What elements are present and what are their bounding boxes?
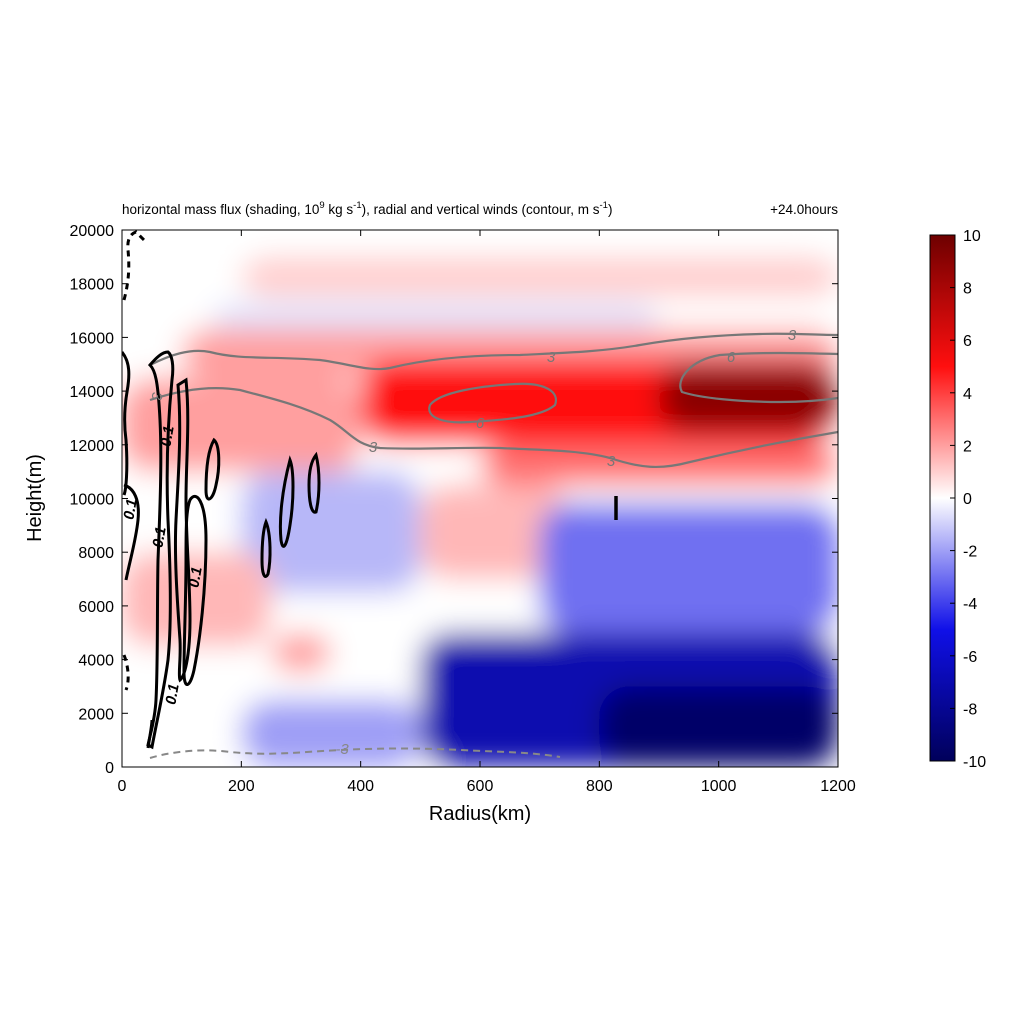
colorbar: 10 8 6 4 2 0 -2 -4 -6 -8 -10	[929, 228, 986, 771]
contour-label-3: 3	[148, 392, 165, 401]
shading-cell	[241, 256, 838, 298]
y-tick-label: 20000	[70, 223, 115, 240]
y-tick-label: 4000	[78, 653, 114, 670]
contour-label-0.1: 0.1	[185, 565, 205, 588]
y-tick-label: 12000	[70, 438, 115, 455]
colorbar-tick-label: -8	[963, 701, 977, 718]
x-tick-label: 1000	[701, 778, 737, 795]
contour-w-0.1-small-a	[204, 437, 221, 501]
colorbar-tick-label: 10	[963, 228, 981, 245]
y-tick-label: 10000	[70, 492, 115, 509]
contour-w-0.1-left-edge	[122, 351, 131, 496]
contour-label-3: 3	[369, 439, 378, 456]
contour-radial-3-upper	[149, 332, 838, 371]
contour-label-3: 3	[788, 327, 797, 344]
contour-w-0.1-core	[146, 350, 175, 750]
x-tick-label: 600	[467, 778, 494, 795]
time-label: +24.0hours	[770, 202, 838, 217]
x-axis: 0 200 400 600 800 1000 1200	[118, 230, 856, 795]
contour-w-0.1-small-d	[260, 517, 272, 578]
shading-cell	[241, 471, 421, 593]
y-tick-label: 6000	[78, 599, 114, 616]
colorbar-tick-label: -6	[963, 649, 977, 666]
y-tick-label: 8000	[78, 545, 114, 562]
shading-cell	[122, 377, 361, 472]
x-tick-label: 1200	[820, 778, 856, 795]
contour-layer	[122, 230, 838, 759]
contour-w-0.1-bottom-hook	[146, 719, 154, 749]
colorbar-ticks: 10 8 6 4 2 0 -2 -4 -6 -8 -10	[950, 228, 986, 771]
y-axis-title: Height(m)	[24, 454, 46, 542]
contour-radial-6-inner	[428, 382, 558, 424]
y-tick-label: 2000	[78, 706, 114, 723]
colorbar-tick-label: -2	[963, 544, 977, 561]
contour-w-neg-top	[122, 230, 146, 301]
colorbar-tick-label: 2	[963, 438, 972, 455]
contour-w-0.1-tube	[173, 377, 192, 683]
contour-label-6: 6	[476, 415, 485, 432]
contour-label-3: 3	[547, 349, 556, 366]
colorbar-tick-label: 6	[963, 333, 972, 350]
shading-cell	[211, 302, 659, 333]
shading-cell	[241, 699, 421, 767]
contour-label-0.1: 0.1	[162, 682, 182, 705]
x-tick-label: 400	[347, 778, 374, 795]
x-tick-label: 200	[228, 778, 255, 795]
chart-title: horizontal mass flux (shading, 109 kg s-…	[122, 200, 612, 217]
shading-cell	[599, 686, 838, 767]
y-tick-label: 0	[105, 760, 114, 777]
colorbar-tick-label: 0	[963, 491, 972, 508]
contour-label-6: 6	[727, 349, 736, 366]
contour-label-0.1: 0.1	[157, 424, 177, 447]
y-tick-label: 14000	[70, 384, 115, 401]
contour-label-3: 3	[607, 453, 616, 470]
shading-cell	[539, 503, 838, 633]
y-tick-label: 16000	[70, 330, 115, 347]
x-axis-title: Radius(km)	[429, 803, 531, 825]
colorbar-tick-label: -10	[963, 754, 986, 771]
contour-w-0.1-small-b	[278, 455, 295, 548]
shading-cell	[122, 552, 272, 647]
contour-radial-6-outer	[679, 351, 838, 404]
contour-w-0.1-small-c	[307, 451, 321, 514]
contour-label-0.1: 0.1	[120, 497, 140, 520]
colorbar-tick-label: 4	[963, 386, 972, 403]
colorbar-tick-label: 8	[963, 281, 972, 298]
contour-w-0.1-left-loop	[123, 483, 140, 581]
heatmap-shading	[122, 230, 838, 767]
y-tick-label: 18000	[70, 277, 115, 294]
y-axis: 0 2000 4000 6000 8000 10000 12000 14000 16000 180…	[70, 223, 838, 777]
shading-cell	[480, 444, 838, 486]
colorbar-tick-label: -4	[963, 596, 977, 613]
contour-label-neg3: -3	[335, 741, 349, 758]
contour-w-neg-bottom	[122, 654, 130, 691]
shading-cell	[659, 364, 838, 432]
contour-radial-3-lower	[149, 386, 838, 469]
shading-cell	[420, 485, 570, 580]
contour-label-0.1: 0.1	[149, 525, 169, 548]
x-tick-label: 800	[586, 778, 613, 795]
shading-cell	[271, 632, 331, 674]
contour-labels: 3 3 3 3 3 6 6 -3 0.1 0.1 0.1 0.1 0.1	[120, 327, 796, 758]
x-tick-label: 0	[118, 778, 127, 795]
contour-w-0.1-right-tall	[182, 494, 208, 686]
